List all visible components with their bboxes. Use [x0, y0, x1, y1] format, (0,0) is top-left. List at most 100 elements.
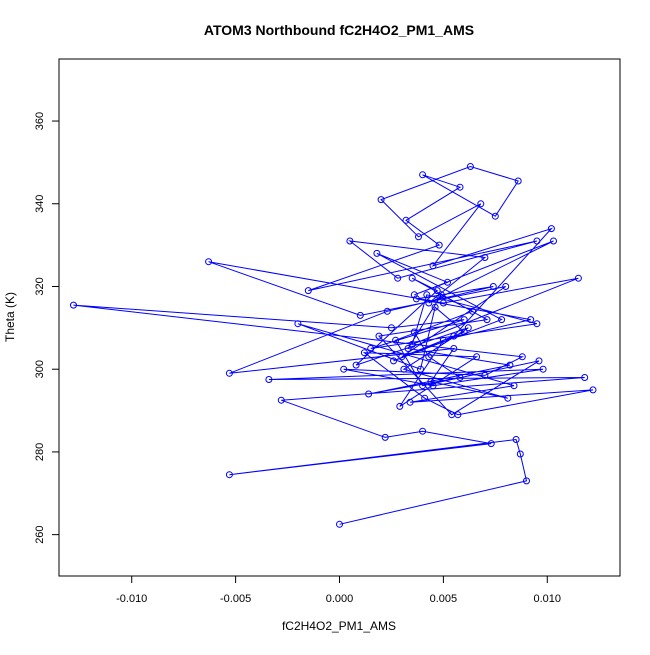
data-point [398, 353, 406, 361]
data-point [429, 382, 437, 390]
data-point [439, 299, 447, 307]
chart-title: ATOM3 Northbound fC2H4O2_PM1_AMS [204, 22, 474, 38]
data-point [535, 357, 543, 365]
data-point [417, 365, 424, 373]
x-axis: -0.010 -0.005 0.000 0.005 0.010 [116, 575, 562, 605]
data-point [383, 307, 391, 315]
x-tick-label: 0.000 [326, 593, 354, 605]
data-point [365, 390, 373, 398]
data-point [408, 274, 416, 282]
data-point [444, 278, 451, 286]
data-point [533, 320, 541, 328]
data-point [460, 328, 468, 336]
data-point [581, 374, 589, 381]
y-tick-label: 360 [34, 112, 46, 130]
y-tick-label: 300 [34, 360, 46, 378]
data-point [466, 163, 474, 170]
data-point [473, 353, 481, 361]
data-point [512, 436, 520, 443]
data-point [70, 301, 77, 309]
data-point [533, 237, 541, 245]
data-point [427, 378, 435, 386]
data-point [589, 386, 597, 394]
data-point [456, 183, 464, 191]
data-point [360, 349, 368, 357]
data-point [415, 233, 422, 241]
data-point [527, 316, 535, 324]
data-point [377, 196, 385, 204]
data-point [277, 396, 285, 404]
data-point [346, 237, 354, 245]
data-point [425, 353, 433, 361]
data-point [402, 216, 410, 224]
x-tick-label: -0.010 [116, 593, 147, 605]
data-point [481, 254, 489, 261]
data-point [464, 324, 472, 332]
y-tick-label: 340 [34, 195, 46, 213]
y-axis-label: Theta (K) [3, 292, 17, 342]
series-line [73, 165, 594, 525]
data-point [498, 316, 506, 324]
data-point [574, 274, 582, 282]
data-point [477, 200, 485, 208]
data-point [518, 353, 526, 361]
data-point [265, 376, 273, 383]
data-point [394, 274, 402, 282]
data-point [450, 345, 458, 352]
data-point [469, 307, 476, 315]
data-point [225, 471, 233, 479]
data-point [450, 332, 458, 340]
data-point [437, 291, 445, 299]
data-point [419, 382, 427, 390]
data-point [410, 291, 418, 299]
data-point [352, 361, 360, 369]
data-point [373, 249, 381, 257]
data-point [225, 369, 233, 377]
data-point [375, 332, 383, 340]
data-point [439, 336, 447, 344]
data-point [504, 394, 512, 402]
data-point [400, 365, 408, 373]
data-point [425, 299, 433, 307]
data-point [304, 287, 312, 295]
data-point [294, 320, 302, 328]
data-point [514, 177, 522, 185]
data-point [423, 291, 431, 299]
x-tick-label: 0.005 [430, 593, 458, 605]
data-point [392, 336, 400, 344]
data-point [404, 345, 412, 352]
data-point [336, 520, 343, 528]
data-point [356, 311, 364, 319]
data-point [502, 283, 510, 290]
data-point [205, 258, 213, 266]
data-point [456, 374, 464, 381]
data-point [412, 295, 420, 303]
data-point [381, 433, 389, 441]
data-point [419, 427, 427, 435]
y-tick-label: 280 [34, 443, 46, 461]
data-point [487, 440, 495, 448]
data-point [419, 171, 427, 179]
data-point [550, 237, 557, 245]
data-point [408, 340, 416, 348]
data-point [510, 382, 518, 390]
y-tick-label: 260 [34, 525, 46, 543]
data-point [481, 371, 489, 379]
data-layer [70, 163, 597, 528]
data-point [429, 262, 437, 270]
data-point [491, 212, 499, 220]
data-point [547, 225, 555, 233]
data-point [410, 328, 418, 336]
y-axis: 260 280 300 320 340 360 [34, 112, 60, 544]
data-point [387, 324, 395, 332]
y-tick-label: 320 [34, 277, 46, 295]
data-point [448, 411, 456, 419]
data-point [396, 402, 404, 410]
data-point [431, 303, 439, 311]
data-point [390, 357, 397, 365]
x-axis-label: fC2H4O2_PM1_AMS [282, 619, 396, 633]
x-tick-label: 0.010 [534, 593, 562, 605]
data-point [489, 283, 497, 290]
